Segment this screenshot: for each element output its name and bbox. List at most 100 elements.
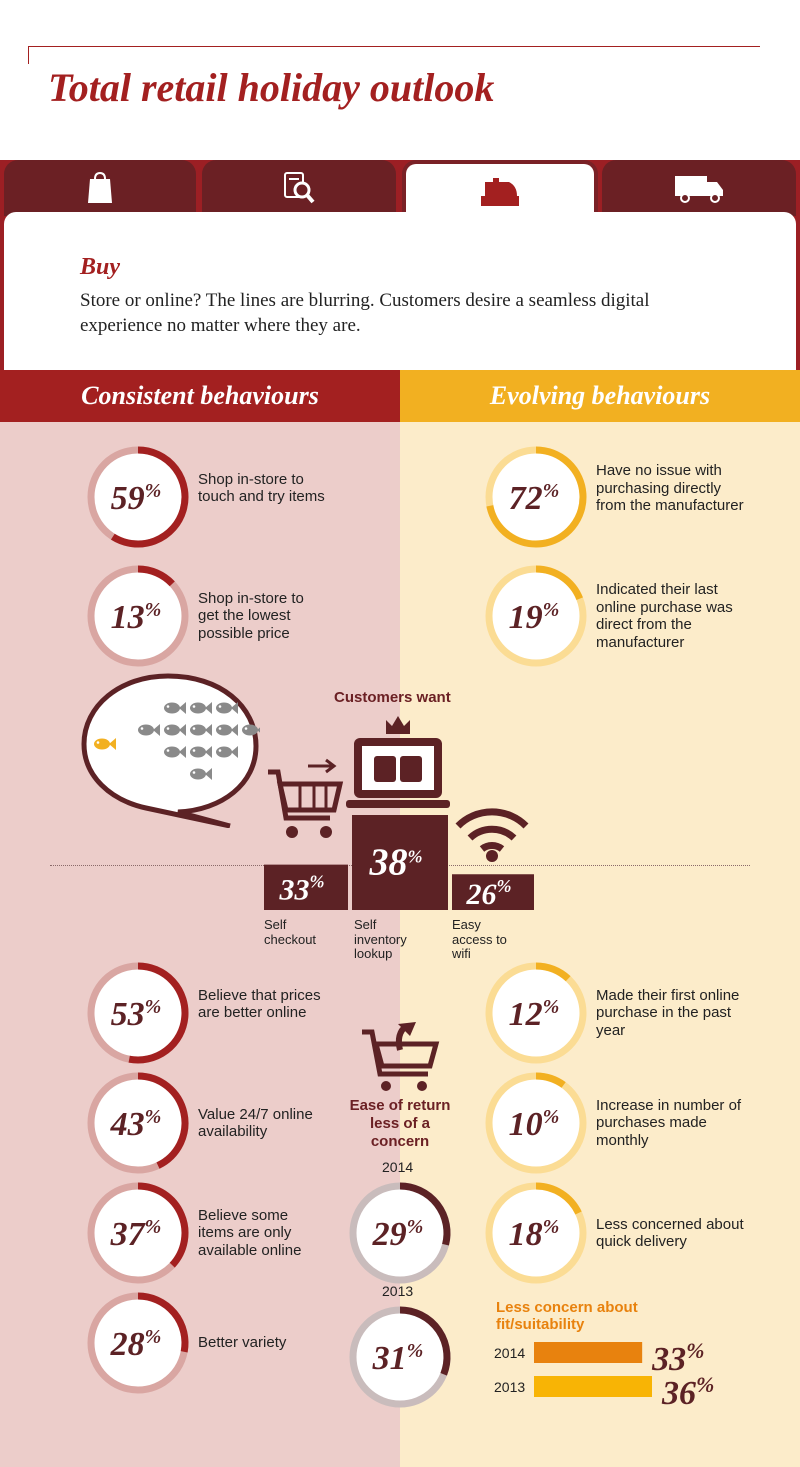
donut-arc xyxy=(128,962,189,1064)
fish-icon xyxy=(190,768,212,780)
consistent-heading: Consistent behaviours xyxy=(81,381,319,410)
stat-donut: 12% xyxy=(484,961,588,1070)
shopping-bag-icon xyxy=(88,171,112,203)
donut-value: 10% xyxy=(509,1106,560,1143)
donut-value: 29% xyxy=(372,1216,424,1253)
stat-donut: 28% xyxy=(86,1291,190,1400)
tab-buy[interactable] xyxy=(402,160,598,220)
donut-arc xyxy=(137,1292,189,1353)
stat-label: Better variety xyxy=(198,1334,287,1352)
bar-label: Self checkout xyxy=(264,917,317,947)
fish-icon xyxy=(190,702,212,714)
stat-donut: 59% xyxy=(86,445,190,554)
donut-arc xyxy=(486,446,587,548)
return-cart-icon xyxy=(362,1022,440,1091)
donut-arc xyxy=(137,1182,189,1268)
donut-value: 31% xyxy=(372,1340,424,1377)
stat-donut: 29% xyxy=(348,1181,452,1290)
section-heading: Buy xyxy=(80,254,121,280)
stat-donut: 19% xyxy=(484,564,588,673)
section-description: Store or online? The lines are blurring.… xyxy=(80,290,650,336)
donut-value: 19% xyxy=(509,599,560,636)
donut-value: 59% xyxy=(111,480,162,517)
bar-value: 38% xyxy=(369,842,423,884)
evolving-header: Evolving behaviours xyxy=(400,370,800,422)
title-rule xyxy=(28,46,760,64)
bar-label: Self inventory lookup xyxy=(354,917,407,961)
donut-arc xyxy=(110,446,189,548)
fish-icon xyxy=(164,702,186,714)
customers-want-heading: Customers want xyxy=(334,689,451,706)
fish-icon xyxy=(190,746,212,758)
stat-donut: 37% xyxy=(86,1181,190,1290)
donut-arc xyxy=(137,1072,189,1169)
year-label: 2013 xyxy=(382,1283,414,1299)
fish-icon xyxy=(94,738,116,750)
donut-arc xyxy=(399,1182,451,1246)
evolving-heading: Evolving behaviours xyxy=(489,381,711,410)
donut-arc xyxy=(535,962,571,982)
fish-icon xyxy=(164,746,186,758)
donut-value: 37% xyxy=(110,1216,162,1253)
bar xyxy=(534,1342,643,1363)
ease-of-return-label: Ease of return less of a concern xyxy=(349,1097,451,1150)
donut-arc xyxy=(535,1182,582,1215)
fish-icon xyxy=(190,724,212,736)
stat-label: Shop in-store to get the lowest possible… xyxy=(198,589,304,642)
customers-want-chart: 33% 38% 26% xyxy=(264,815,534,911)
tab-research[interactable] xyxy=(202,160,396,216)
bar xyxy=(352,815,448,910)
stat-label: Believe that prices are better online xyxy=(198,986,321,1022)
speech-bubble-icon xyxy=(81,673,260,828)
fish-icon xyxy=(216,724,238,736)
consistent-column xyxy=(0,370,400,1467)
bar xyxy=(452,874,534,910)
donut-value: 12% xyxy=(509,996,560,1033)
stat-donut: 72% xyxy=(484,445,588,554)
stat-label: Shop in-store to touch and try items xyxy=(198,470,325,506)
tab-deliver[interactable] xyxy=(602,160,796,216)
stat-label: Believe some items are only available on… xyxy=(198,1206,302,1259)
stat-donut: 43% xyxy=(86,1071,190,1180)
fish-icon xyxy=(242,724,260,736)
bar xyxy=(264,864,348,910)
donut-arc xyxy=(535,1072,566,1088)
stat-label: Less concerned about quick delivery xyxy=(596,1215,744,1251)
stat-donut: 10% xyxy=(484,1071,588,1180)
fish-icon xyxy=(216,746,238,758)
bar-value: 33% xyxy=(651,1338,704,1378)
bar-year: 2013 xyxy=(494,1379,525,1395)
fish-icon xyxy=(164,724,186,736)
bar-year: 2014 xyxy=(494,1345,525,1361)
stat-label: Indicated their last online purchase was… xyxy=(596,581,733,651)
fish-icon xyxy=(138,724,160,736)
donut-value: 43% xyxy=(110,1106,162,1143)
intro-panel xyxy=(4,212,796,370)
delivery-truck-icon xyxy=(675,176,723,203)
donut-value: 28% xyxy=(110,1326,162,1363)
fit-concern-chart: 2014 33% 2013 36% xyxy=(494,1338,714,1412)
tab-shop[interactable] xyxy=(4,160,196,216)
stat-label: Have no issue with purchasing directly f… xyxy=(596,462,744,514)
bar xyxy=(534,1376,652,1397)
donut-arc xyxy=(137,565,175,587)
year-label: 2014 xyxy=(382,1159,414,1175)
stat-donut: 31% xyxy=(348,1305,452,1414)
bar-value: 36% xyxy=(661,1372,714,1412)
stat-label: Value 24/7 online availability xyxy=(198,1105,313,1141)
stat-donut: 13% xyxy=(86,564,190,673)
stat-label: Increase in number of purchases made mon… xyxy=(596,1096,742,1149)
donut-value: 13% xyxy=(111,599,162,636)
cash-register-icon xyxy=(481,178,519,206)
bar-value: 26% xyxy=(466,876,512,911)
bar-value: 33% xyxy=(279,871,325,906)
fish-school-icon xyxy=(94,702,260,780)
shopping-cart-icon xyxy=(268,758,344,838)
fish-icon xyxy=(216,702,238,714)
search-magnifier-icon xyxy=(284,172,315,204)
wifi-icon xyxy=(455,808,529,862)
donut-arc xyxy=(399,1306,451,1376)
donut-arc xyxy=(535,565,583,601)
page-title: Total retail holiday outlook xyxy=(48,65,495,110)
stat-label: Made their first online purchase in the … xyxy=(596,986,740,1039)
